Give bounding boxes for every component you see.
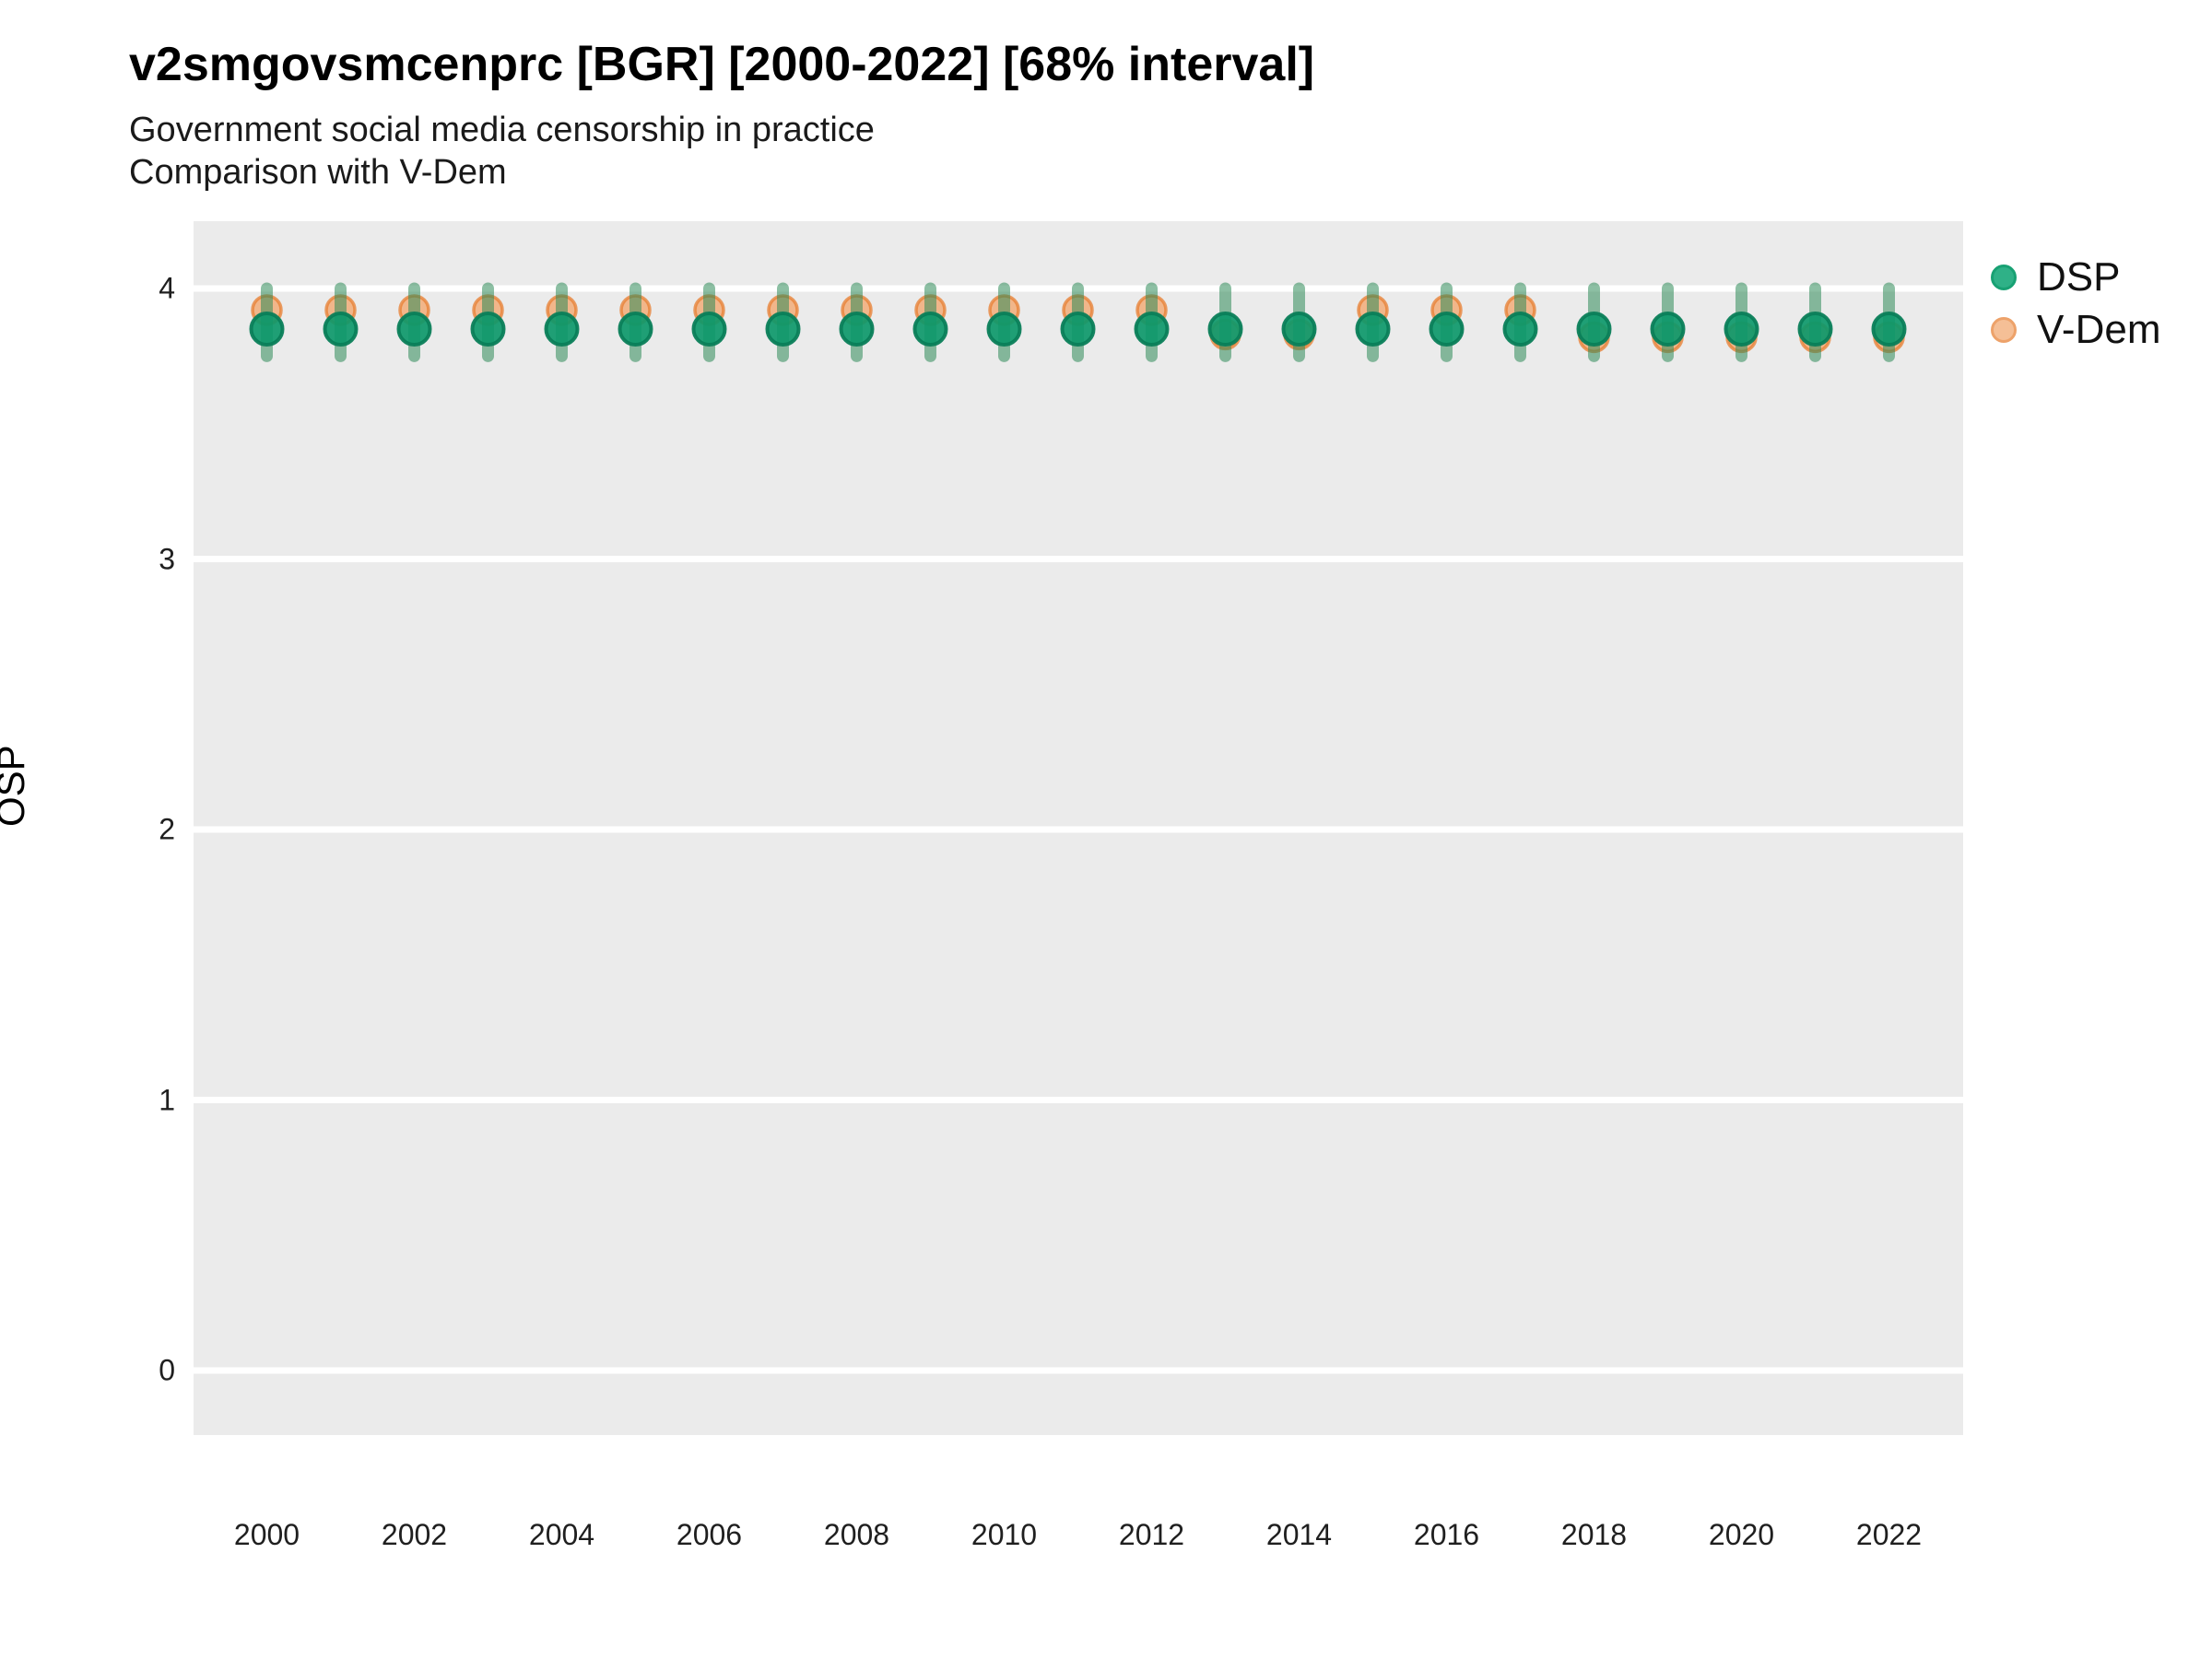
dsp-point-2020 xyxy=(1724,312,1759,347)
dsp-point-2017 xyxy=(1502,312,1538,347)
dsp-point-2013 xyxy=(1207,312,1243,347)
dsp-legend-marker-icon xyxy=(1991,264,2017,290)
x-tick-label-2016: 2016 xyxy=(1413,1518,1480,1551)
dsp-point-2019 xyxy=(1650,312,1686,347)
vdem-legend-marker-icon xyxy=(1991,316,2017,343)
dsp-point-2021 xyxy=(1797,312,1833,347)
dsp-point-2003 xyxy=(470,312,506,347)
dsp-point-2008 xyxy=(839,312,875,347)
dsp-point-2002 xyxy=(396,312,432,347)
x-tick-label-2010: 2010 xyxy=(971,1518,1038,1551)
dsp-point-2010 xyxy=(986,312,1022,347)
dsp-point-2016 xyxy=(1429,312,1465,347)
x-tick-label-2002: 2002 xyxy=(381,1518,448,1551)
dsp-point-2001 xyxy=(323,312,359,347)
dsp-point-2007 xyxy=(765,312,801,347)
legend-label-vdem: V-Dem xyxy=(2037,306,2161,352)
dsp-point-2011 xyxy=(1060,312,1096,347)
x-tick-label-2004: 2004 xyxy=(528,1518,595,1551)
dsp-point-2005 xyxy=(618,312,653,347)
y-tick-label-2: 2 xyxy=(159,812,175,846)
dsp-point-2004 xyxy=(544,312,580,347)
x-tick-label-2000: 2000 xyxy=(233,1518,300,1551)
legend-label-dsp: DSP xyxy=(2037,253,2121,300)
y-tick-label-4: 4 xyxy=(159,271,175,305)
chart-subtitle-line2: Comparison with V-Dem xyxy=(129,153,507,192)
y-tick-label-1: 1 xyxy=(159,1083,175,1116)
dsp-point-2014 xyxy=(1281,312,1317,347)
dsp-point-2022 xyxy=(1871,312,1907,347)
dsp-point-2012 xyxy=(1134,312,1170,347)
legend-item-vdem: V-Dem xyxy=(1991,303,2160,356)
x-tick-label-2012: 2012 xyxy=(1118,1518,1185,1551)
x-tick-label-2020: 2020 xyxy=(1708,1518,1775,1551)
y-tick-label-3: 3 xyxy=(159,542,175,575)
x-tick-label-2014: 2014 xyxy=(1265,1518,1333,1551)
legend-item-dsp: DSP xyxy=(1991,251,2160,303)
dsp-point-2018 xyxy=(1576,312,1612,347)
dsp-point-2009 xyxy=(912,312,948,347)
x-tick-label-2006: 2006 xyxy=(676,1518,743,1551)
x-tick-label-2018: 2018 xyxy=(1560,1518,1628,1551)
plot-panel xyxy=(194,221,1963,1435)
dsp-point-2000 xyxy=(249,312,285,347)
plot-canvas xyxy=(194,282,1963,1374)
legend: DSP V-Dem xyxy=(1991,251,2160,356)
chart-subtitle-line1: Government social media censorship in pr… xyxy=(129,111,875,149)
dsp-point-2006 xyxy=(691,312,727,347)
chart-title: v2smgovsmcenprc [BGR] [2000-2022] [68% i… xyxy=(129,38,1315,91)
y-tick-label-0: 0 xyxy=(159,1353,175,1387)
dsp-point-2015 xyxy=(1355,312,1391,347)
y-axis-title: OSP xyxy=(0,745,32,827)
x-tick-label-2022: 2022 xyxy=(1855,1518,1923,1551)
x-tick-label-2008: 2008 xyxy=(823,1518,890,1551)
